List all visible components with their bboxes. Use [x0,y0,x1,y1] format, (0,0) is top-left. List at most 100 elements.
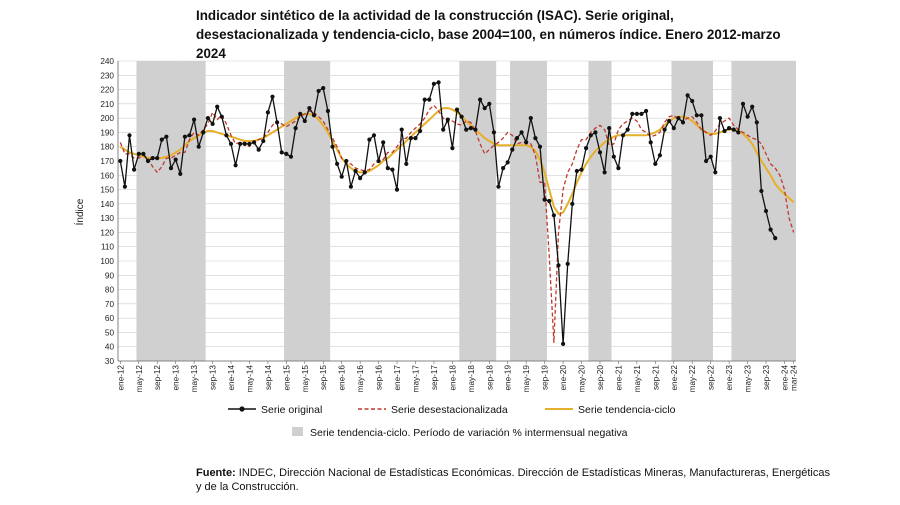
x-tick-label: ene-23 [725,365,734,391]
y-tick-label: 40 [105,343,115,352]
data-point-original [547,198,552,204]
data-point-original [676,116,681,121]
shaded-period-7 [731,61,796,361]
chart-title: Indicador sintético de la actividad de l… [196,8,781,61]
data-point-original [731,127,736,132]
data-point-original [565,261,570,266]
x-tick-label: ene-22 [670,365,679,391]
data-point-original [307,106,312,111]
y-tick-label: 60 [105,314,115,323]
data-point-original [288,154,294,159]
x-tick-label: may-21 [633,365,642,393]
data-point-original [528,116,533,121]
data-point-original [376,158,381,164]
x-tick-label: ene-18 [448,365,457,391]
data-point-original [413,136,418,141]
x-tick-label: ene-13 [172,365,181,391]
x-tick-label: ene-12 [116,365,125,391]
data-point-original [210,121,215,126]
data-point-original [122,184,127,189]
data-point-original [634,111,640,116]
data-point-original [759,188,764,194]
data-point-original [441,127,446,132]
data-point-original [192,117,197,122]
x-tick-label: may-12 [135,365,144,393]
data-point-original [279,150,284,155]
data-point-original [699,113,704,118]
x-tick-label: ene-21 [614,365,623,391]
y-tick-label: 100 [100,257,114,266]
data-point-original [431,81,436,86]
data-point-original [252,140,257,145]
data-point-original [487,101,492,106]
data-point-original [173,157,178,162]
y-tick-label: 210 [100,100,114,109]
x-tick-label: may-20 [578,365,587,393]
y-tick-label: 160 [100,171,114,180]
data-point-original [551,213,557,218]
data-point-original [238,141,243,146]
legend-label-shade: Serie tendencia-ciclo. Período de variac… [310,427,628,439]
data-point-original [205,116,210,121]
x-tick-label: sep-20 [596,365,605,390]
data-point-original [750,104,755,109]
y-tick-label: 240 [100,57,114,66]
x-tick-label: may-13 [190,365,199,393]
data-point-original [473,127,478,132]
data-point-original [445,117,450,122]
data-point-original [385,166,390,171]
data-point-original [533,136,538,141]
x-tick-label: sep-15 [319,365,328,390]
data-point-original [478,97,483,102]
data-point-original [690,98,695,104]
data-point-original [418,128,423,134]
x-tick-label: ene-16 [338,365,347,391]
data-point-original [639,111,644,116]
data-point-original [727,126,732,131]
data-point-original [459,114,464,119]
data-point-original [607,126,612,131]
data-point-original [302,118,307,124]
data-point-original [579,167,584,172]
data-point-original [247,141,252,146]
x-axis: ene-12 may-12 sep-12 ene-13 may-13 sep-13 ene-… [116,360,799,393]
data-point-original [597,150,603,155]
legend-swatch-shade [292,427,303,436]
x-tick-label: may-22 [688,365,697,393]
x-tick-label: ene-19 [504,365,513,391]
data-point-original [362,170,367,175]
y-tick-label: 140 [100,200,114,209]
y-tick-label: 190 [100,128,114,137]
shaded-periods [136,61,796,361]
data-point-original [616,166,621,171]
data-point-original [127,133,132,138]
y-tick-label: 180 [100,143,114,152]
source-label: Fuente: [196,467,236,479]
legend-label-tendencia: Serie tendencia-ciclo [578,404,676,416]
shaded-period-2 [284,61,331,361]
data-point-original [542,197,547,202]
data-point-original [754,120,759,125]
data-point-original [717,116,723,121]
data-point-original [773,236,778,241]
data-point-original [657,153,663,158]
data-point-original [436,80,441,85]
data-point-original [570,201,575,206]
shaded-period-6 [671,61,713,361]
data-point-original [491,130,496,135]
shaded-period-0 [136,61,178,361]
data-point-original [556,263,561,268]
data-point-original [164,134,169,139]
data-point-original [344,158,349,164]
x-tick-label: may-18 [467,365,476,393]
data-point-original [704,158,709,164]
data-point-original [713,170,718,175]
data-point-original [201,130,206,135]
x-tick-label: ene-20 [559,365,568,391]
y-tick-label: 70 [105,300,115,309]
data-point-original [648,140,653,145]
x-tick-label: sep-13 [209,365,218,390]
data-point-original [233,163,238,168]
data-point-original [667,118,672,124]
data-point-original [519,130,524,135]
